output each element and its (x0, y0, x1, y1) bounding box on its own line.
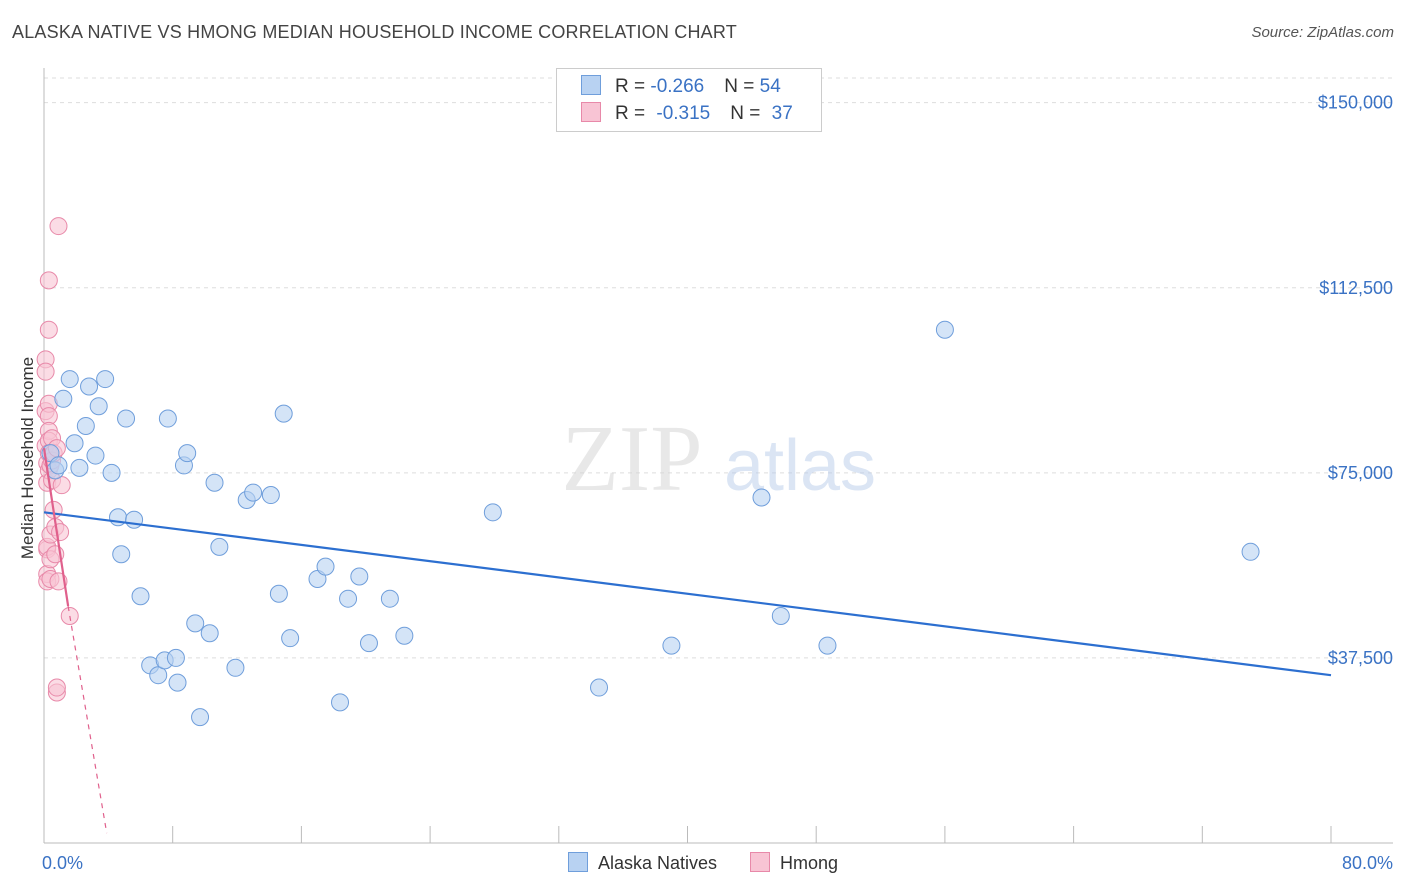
n-label: N = (724, 76, 760, 97)
pink-swatch (581, 102, 601, 122)
watermark-zip: ZIP (562, 407, 703, 511)
hmong-point (47, 678, 66, 697)
tick-labels: $37,500 $75,000 $112,500 $150,000 0.0% 80.0% (42, 93, 1393, 873)
n-label: N = (730, 103, 766, 124)
pink-swatch (750, 852, 771, 872)
y-tick-label: $112,500 (1319, 278, 1393, 298)
alaska-natives-point (65, 434, 84, 453)
alaska-natives-point (274, 404, 293, 423)
hmong-point (51, 523, 70, 542)
alaska-natives-point (269, 584, 288, 603)
alaska-natives-point (166, 648, 185, 667)
alaska-natives-point (281, 629, 300, 648)
alaska-natives-point (1241, 542, 1260, 561)
alaska-natives-point (316, 557, 335, 576)
alaska-natives-point (86, 446, 105, 465)
x-tick-label-max: 80.0% (1342, 853, 1393, 873)
alaska-natives-points (41, 320, 1260, 727)
n-value: 37 (771, 103, 793, 124)
alaska-natives-point (54, 389, 73, 408)
alaska-natives-point (96, 370, 115, 389)
hmong-trendline-extension (67, 605, 108, 834)
alaska-natives-point (483, 503, 502, 522)
alaska-natives-point (350, 567, 369, 586)
alaska-natives-point (80, 377, 99, 396)
alaska-natives-point (76, 416, 95, 435)
alaska-natives-point (60, 370, 79, 389)
y-tick-label: $75,000 (1328, 463, 1393, 483)
alaska-natives-point (662, 636, 681, 655)
alaska-natives-point (102, 463, 121, 482)
r-label: R = (615, 103, 651, 124)
alaska-natives-point (186, 614, 205, 633)
hmong-trendline (42, 447, 70, 607)
alaska-natives-point (590, 678, 609, 697)
hmong-point (49, 217, 68, 236)
alaska-natives-point (191, 708, 210, 727)
alaska-natives-point (210, 537, 229, 556)
alaska-natives-point (359, 634, 378, 653)
alaska-natives-point (244, 483, 263, 502)
hmong-point (39, 271, 58, 290)
alaska-natives-point (49, 456, 68, 475)
alaska-natives-point (89, 397, 108, 416)
r-value: -0.315 (656, 103, 711, 124)
blue-swatch (581, 75, 601, 95)
alaska-natives-point (771, 606, 790, 625)
alaska-natives-point (818, 636, 837, 655)
legend-label: Alaska Natives (597, 853, 717, 873)
alaska-natives-point (261, 486, 280, 505)
alaska-natives-point (205, 473, 224, 492)
alaska-natives-point (380, 589, 399, 608)
alaska-natives-point (70, 458, 89, 477)
hmong-point (52, 476, 71, 495)
hmong-point (39, 320, 58, 339)
trend-lines (42, 447, 1332, 834)
n-value: 54 (759, 76, 781, 97)
correlation-legend: R = -0.266 N = 54 R = -0.315 N = 37 (556, 68, 822, 132)
alaska-natives-point (168, 673, 187, 692)
hmong-point (36, 362, 55, 381)
alaska-natives-point (178, 444, 197, 463)
alaska-natives-trendline (43, 511, 1332, 677)
axes (43, 68, 1393, 844)
alaska-natives-point (395, 626, 414, 645)
alaska-natives-point (112, 545, 131, 564)
y-tick-label: $150,000 (1318, 93, 1393, 113)
y-tick-label: $37,500 (1328, 648, 1393, 668)
alaska-natives-point (125, 510, 144, 529)
watermark: ZIP atlas (562, 407, 877, 511)
legend-row-alaska-natives: R = -0.266 N = 54 (581, 75, 781, 99)
alaska-natives-point (200, 624, 219, 643)
series-legend: Alaska Natives Hmong (0, 852, 1406, 874)
legend-label: Hmong (780, 853, 839, 873)
alaska-natives-point (331, 693, 350, 712)
alaska-natives-point (131, 587, 150, 606)
alaska-natives-point (158, 409, 177, 428)
watermark-atlas: atlas (724, 426, 876, 506)
r-label: R = (615, 76, 651, 97)
legend-item-hmong[interactable]: Hmong (750, 852, 838, 874)
source-label: Source: ZipAtlas.com (1251, 24, 1394, 41)
grid-lines (44, 77, 1393, 659)
alaska-natives-point (226, 658, 245, 677)
alaska-natives-point (339, 589, 358, 608)
alaska-natives-point (149, 666, 168, 685)
alaska-natives-point (752, 488, 771, 507)
alaska-natives-point (117, 409, 136, 428)
blue-swatch (567, 852, 588, 872)
legend-row-hmong: R = -0.315 N = 37 (581, 102, 793, 126)
legend-item-alaska-natives[interactable]: Alaska Natives (567, 852, 717, 874)
alaska-natives-point (935, 320, 954, 339)
chart-title: ALASKA NATIVE VS HMONG MEDIAN HOUSEHOLD … (12, 22, 737, 42)
x-tick-label-min: 0.0% (42, 853, 83, 873)
r-value: -0.266 (650, 76, 705, 97)
